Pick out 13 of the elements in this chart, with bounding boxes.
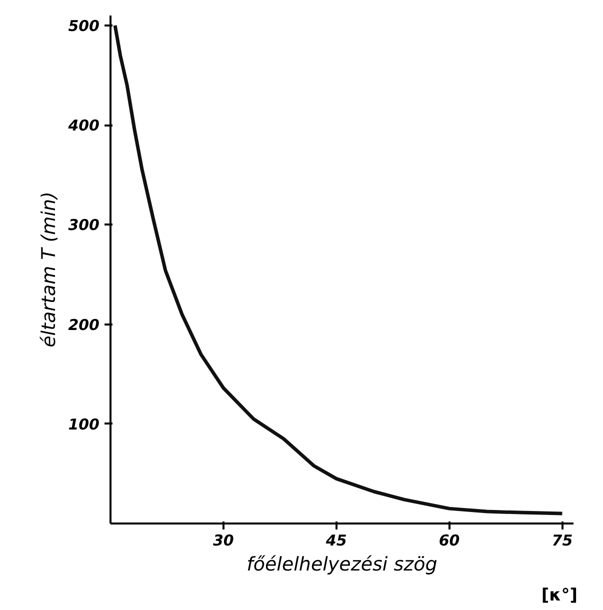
x-tick-label: 75 (552, 532, 573, 550)
x-tick-label: 45 (324, 532, 347, 550)
x-tick-label: 30 (212, 532, 234, 550)
x-axis-title: főélelhelyezési szög (246, 554, 438, 576)
y-tick-label: 500 (68, 16, 100, 35)
text: [κ°] (541, 586, 578, 606)
y-tick-label: 300 (68, 216, 100, 234)
y-axis-title: éltartam T (min) (38, 192, 60, 348)
y-tick-label: 400 (67, 116, 100, 135)
line-series (113, 24, 564, 516)
y-tick-label: 200 (68, 316, 100, 334)
y-tick-label: 100 (68, 415, 100, 434)
x-tick-label: 60 (438, 532, 460, 550)
